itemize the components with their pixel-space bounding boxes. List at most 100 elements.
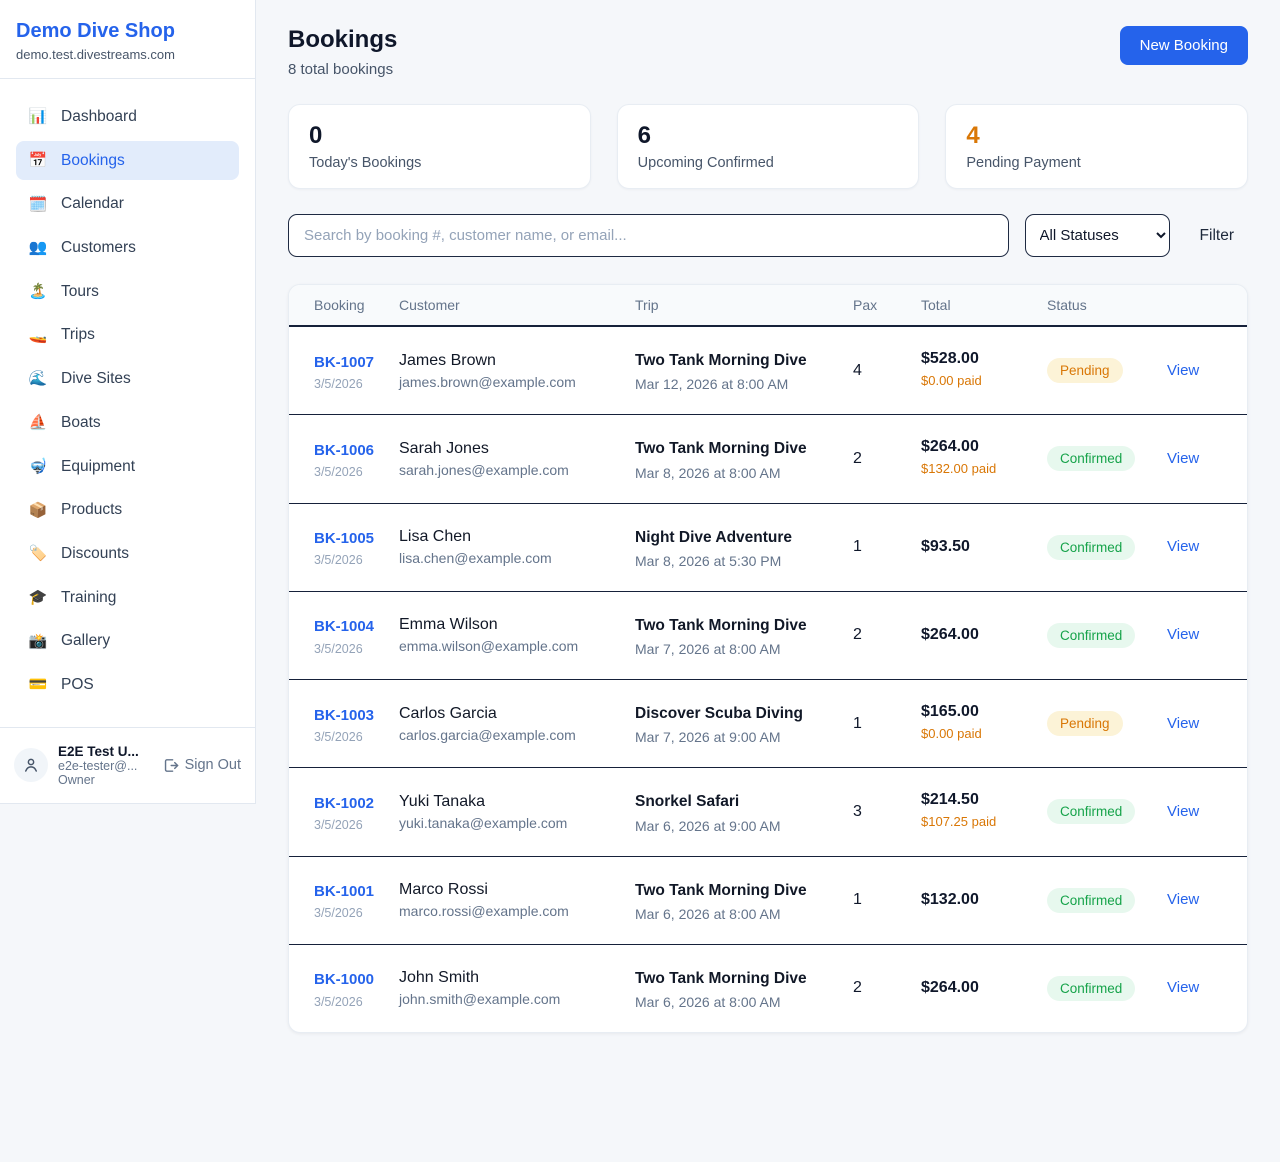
table-row: BK-1004 3/5/2026 Emma Wilson emma.wilson… xyxy=(289,591,1247,680)
sidebar-item-bookings[interactable]: 📅 Bookings xyxy=(16,140,239,181)
view-link[interactable]: View xyxy=(1167,361,1200,379)
trip-datetime: Mar 6, 2026 at 8:00 AM xyxy=(635,994,781,1010)
sidebar-item-dashboard[interactable]: 📊 Dashboard xyxy=(16,97,239,137)
calendar-date-icon: 📅 xyxy=(28,152,48,170)
pax-count: 2 xyxy=(853,449,862,467)
booking-number-link[interactable]: BK-1001 xyxy=(314,883,375,900)
view-link[interactable]: View xyxy=(1167,449,1200,467)
customer-name: Lisa Chen xyxy=(399,528,472,546)
status-badge: Confirmed xyxy=(1047,887,1136,913)
sidebar-item-boats[interactable]: ⛵ Boats xyxy=(16,403,239,443)
pax-count: 2 xyxy=(853,979,862,997)
customer-name: Sarah Jones xyxy=(399,439,489,457)
sidebar-item-label: Bookings xyxy=(61,151,125,169)
view-link[interactable]: View xyxy=(1167,538,1200,556)
sidebar-item-equipment[interactable]: 🤿 Equipment xyxy=(16,447,239,487)
sidebar-item-label: Equipment xyxy=(61,457,136,475)
customer-name: James Brown xyxy=(399,351,496,369)
avatar xyxy=(14,748,48,783)
customer-email: yuki.tanaka@example.com xyxy=(399,814,568,831)
customer-email: sarah.jones@example.com xyxy=(399,461,569,478)
page-title: Bookings xyxy=(288,26,398,53)
amount-paid: $0.00 paid xyxy=(921,726,982,742)
status-badge: Confirmed xyxy=(1047,446,1136,472)
sailboat-icon: ⛵ xyxy=(28,414,48,432)
status-badge: Confirmed xyxy=(1047,799,1136,825)
booking-number-link[interactable]: BK-1004 xyxy=(314,618,375,636)
view-link[interactable]: View xyxy=(1167,891,1200,909)
table-row: BK-1007 3/5/2026 James Brown james.brown… xyxy=(289,326,1247,415)
booking-number-link[interactable]: BK-1002 xyxy=(314,794,375,812)
sign-out-button[interactable]: Sign Out xyxy=(162,757,241,774)
status-filter-select[interactable]: All Statuses xyxy=(1024,214,1170,257)
customer-name: Emma Wilson xyxy=(399,616,498,634)
booking-number-link[interactable]: BK-1007 xyxy=(314,353,375,371)
table-row: BK-1005 3/5/2026 Lisa Chen lisa.chen@exa… xyxy=(289,503,1247,592)
sidebar-item-trips[interactable]: 🚤 Trips xyxy=(16,315,239,355)
shop-name: Demo Dive Shop xyxy=(16,20,175,42)
filter-button[interactable]: Filter xyxy=(1186,219,1248,253)
sidebar-item-calendar[interactable]: 🗓️ Calendar xyxy=(16,184,239,224)
view-link[interactable]: View xyxy=(1167,979,1200,997)
new-booking-button[interactable]: New Booking xyxy=(1119,26,1248,65)
trip-datetime: Mar 6, 2026 at 8:00 AM xyxy=(635,905,781,922)
page-subtitle: 8 total bookings xyxy=(288,61,394,78)
view-link[interactable]: View xyxy=(1167,626,1200,644)
booking-number-link[interactable]: BK-1000 xyxy=(314,971,375,989)
sidebar-item-pos[interactable]: 💳 POS xyxy=(16,665,239,705)
booking-date: 3/5/2026 xyxy=(314,906,363,921)
graduation-cap-icon: 🎓 xyxy=(28,588,48,606)
total-amount: $264.00 xyxy=(921,438,979,456)
sidebar-item-customers[interactable]: 👥 Customers xyxy=(16,228,239,268)
amount-paid: $132.00 paid xyxy=(921,461,997,477)
sidebar-item-dive-sites[interactable]: 🌊 Dive Sites xyxy=(16,359,239,399)
pax-count: 4 xyxy=(853,361,862,379)
speedboat-icon: 🚤 xyxy=(28,326,48,344)
sidebar-item-discounts[interactable]: 🏷️ Discounts xyxy=(16,534,239,574)
search-input[interactable] xyxy=(288,214,1009,257)
trip-datetime: Mar 8, 2026 at 8:00 AM xyxy=(635,464,781,481)
user-role: Owner xyxy=(58,772,95,787)
view-link[interactable]: View xyxy=(1167,802,1200,820)
trip-name: Two Tank Morning Dive xyxy=(635,969,807,987)
booking-date: 3/5/2026 xyxy=(314,729,363,744)
booking-date: 3/5/2026 xyxy=(314,553,363,568)
booking-number-link[interactable]: BK-1006 xyxy=(314,441,375,459)
shop-brand[interactable]: Demo Dive Shop demo.test.divestreams.com xyxy=(0,0,255,79)
sidebar: Demo Dive Shop demo.test.divestreams.com… xyxy=(0,0,256,804)
sidebar-item-label: Gallery xyxy=(61,632,111,650)
sign-out-label: Sign Out xyxy=(184,757,241,774)
total-amount: $528.00 xyxy=(921,350,979,368)
sidebar-item-label: Training xyxy=(61,588,117,606)
booking-date: 3/5/2026 xyxy=(314,465,363,479)
stat-card: 0 Today's Bookings xyxy=(288,104,591,189)
credit-card-icon: 💳 xyxy=(28,676,48,694)
trip-datetime: Mar 8, 2026 at 5:30 PM xyxy=(635,552,782,569)
booking-number-link[interactable]: BK-1005 xyxy=(314,530,375,547)
sidebar-item-label: Tours xyxy=(61,282,99,300)
sidebar-item-gallery[interactable]: 📸 Gallery xyxy=(16,621,239,661)
sidebar-item-products[interactable]: 📦 Products xyxy=(16,490,239,530)
sidebar-item-training[interactable]: 🎓 Training xyxy=(16,578,239,618)
sidebar-item-label: Trips xyxy=(61,326,95,344)
booking-number-link[interactable]: BK-1003 xyxy=(314,706,375,724)
view-link[interactable]: View xyxy=(1167,714,1200,732)
package-icon: 📦 xyxy=(28,501,48,519)
customer-email: marco.rossi@example.com xyxy=(399,903,569,920)
table-header-row: Booking Customer Trip Pax Total Status xyxy=(289,285,1247,327)
column-header-pax: Pax xyxy=(843,285,911,327)
sidebar-item-label: POS xyxy=(61,675,94,693)
diving-mask-icon: 🤿 xyxy=(28,457,48,475)
column-header-customer: Customer xyxy=(389,285,625,327)
user-email: e2e-tester@... xyxy=(58,758,138,773)
customer-name: John Smith xyxy=(399,969,480,987)
bar-chart-icon: 📊 xyxy=(28,108,48,126)
table-row: BK-1003 3/5/2026 Carlos Garcia carlos.ga… xyxy=(289,680,1247,768)
column-header-trip: Trip xyxy=(625,285,843,327)
table-row: BK-1002 3/5/2026 Yuki Tanaka yuki.tanaka… xyxy=(289,768,1247,856)
total-amount: $132.00 xyxy=(921,891,979,909)
sidebar-item-tours[interactable]: 🏝️ Tours xyxy=(16,272,239,312)
total-amount: $264.00 xyxy=(921,626,979,644)
status-badge: Confirmed xyxy=(1047,534,1136,560)
column-header-booking: Booking xyxy=(289,285,389,327)
